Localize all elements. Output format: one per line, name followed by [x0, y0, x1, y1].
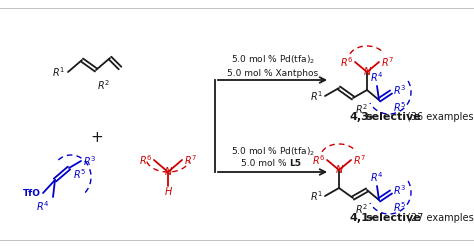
Text: $R^6$: $R^6$ — [339, 55, 353, 69]
Text: 5.0 mol % Pd(tfa)$_2$: 5.0 mol % Pd(tfa)$_2$ — [231, 146, 315, 158]
Text: (36 examples): (36 examples) — [407, 112, 474, 122]
Text: $R^6$: $R^6$ — [138, 153, 152, 167]
Text: $R^1$: $R^1$ — [310, 89, 323, 103]
Text: 4,1-: 4,1- — [350, 213, 374, 223]
Text: 4,3-: 4,3- — [350, 112, 374, 122]
Text: $R^2$: $R^2$ — [355, 202, 368, 216]
Text: N: N — [364, 67, 371, 77]
Text: $R^6$: $R^6$ — [311, 153, 325, 167]
Text: $R^7$: $R^7$ — [353, 153, 366, 167]
Text: selective: selective — [365, 213, 421, 223]
Text: $R^7$: $R^7$ — [184, 153, 197, 167]
Text: TfO: TfO — [23, 188, 41, 197]
Text: $R^1$: $R^1$ — [310, 189, 323, 203]
Text: $R^5$: $R^5$ — [393, 200, 406, 214]
Text: selective: selective — [365, 112, 421, 122]
Text: N: N — [164, 167, 172, 177]
Text: L5: L5 — [289, 158, 301, 167]
Text: $R^2$: $R^2$ — [355, 102, 368, 116]
Text: $R^3$: $R^3$ — [393, 83, 406, 97]
Text: $R^7$: $R^7$ — [381, 55, 394, 69]
Text: $R^3$: $R^3$ — [83, 154, 96, 168]
Text: +: + — [91, 130, 103, 146]
Text: $R^1$: $R^1$ — [52, 65, 65, 79]
Text: $R^5$: $R^5$ — [73, 167, 86, 181]
Text: $R^3$: $R^3$ — [393, 183, 406, 197]
Text: 5.0 mol %: 5.0 mol % — [241, 158, 289, 167]
Text: N: N — [336, 165, 343, 175]
Text: H: H — [164, 187, 172, 197]
Text: (27 examples): (27 examples) — [407, 213, 474, 223]
Text: $R^5$: $R^5$ — [393, 100, 406, 114]
Text: 5.0 mol % Pd(tfa)$_2$: 5.0 mol % Pd(tfa)$_2$ — [231, 54, 315, 66]
Text: $R^4$: $R^4$ — [36, 199, 50, 213]
Text: $R^4$: $R^4$ — [370, 70, 384, 84]
Text: $R^2$: $R^2$ — [97, 78, 110, 92]
Text: 5.0 mol % Xantphos: 5.0 mol % Xantphos — [228, 68, 319, 77]
Text: $R^4$: $R^4$ — [370, 170, 384, 184]
